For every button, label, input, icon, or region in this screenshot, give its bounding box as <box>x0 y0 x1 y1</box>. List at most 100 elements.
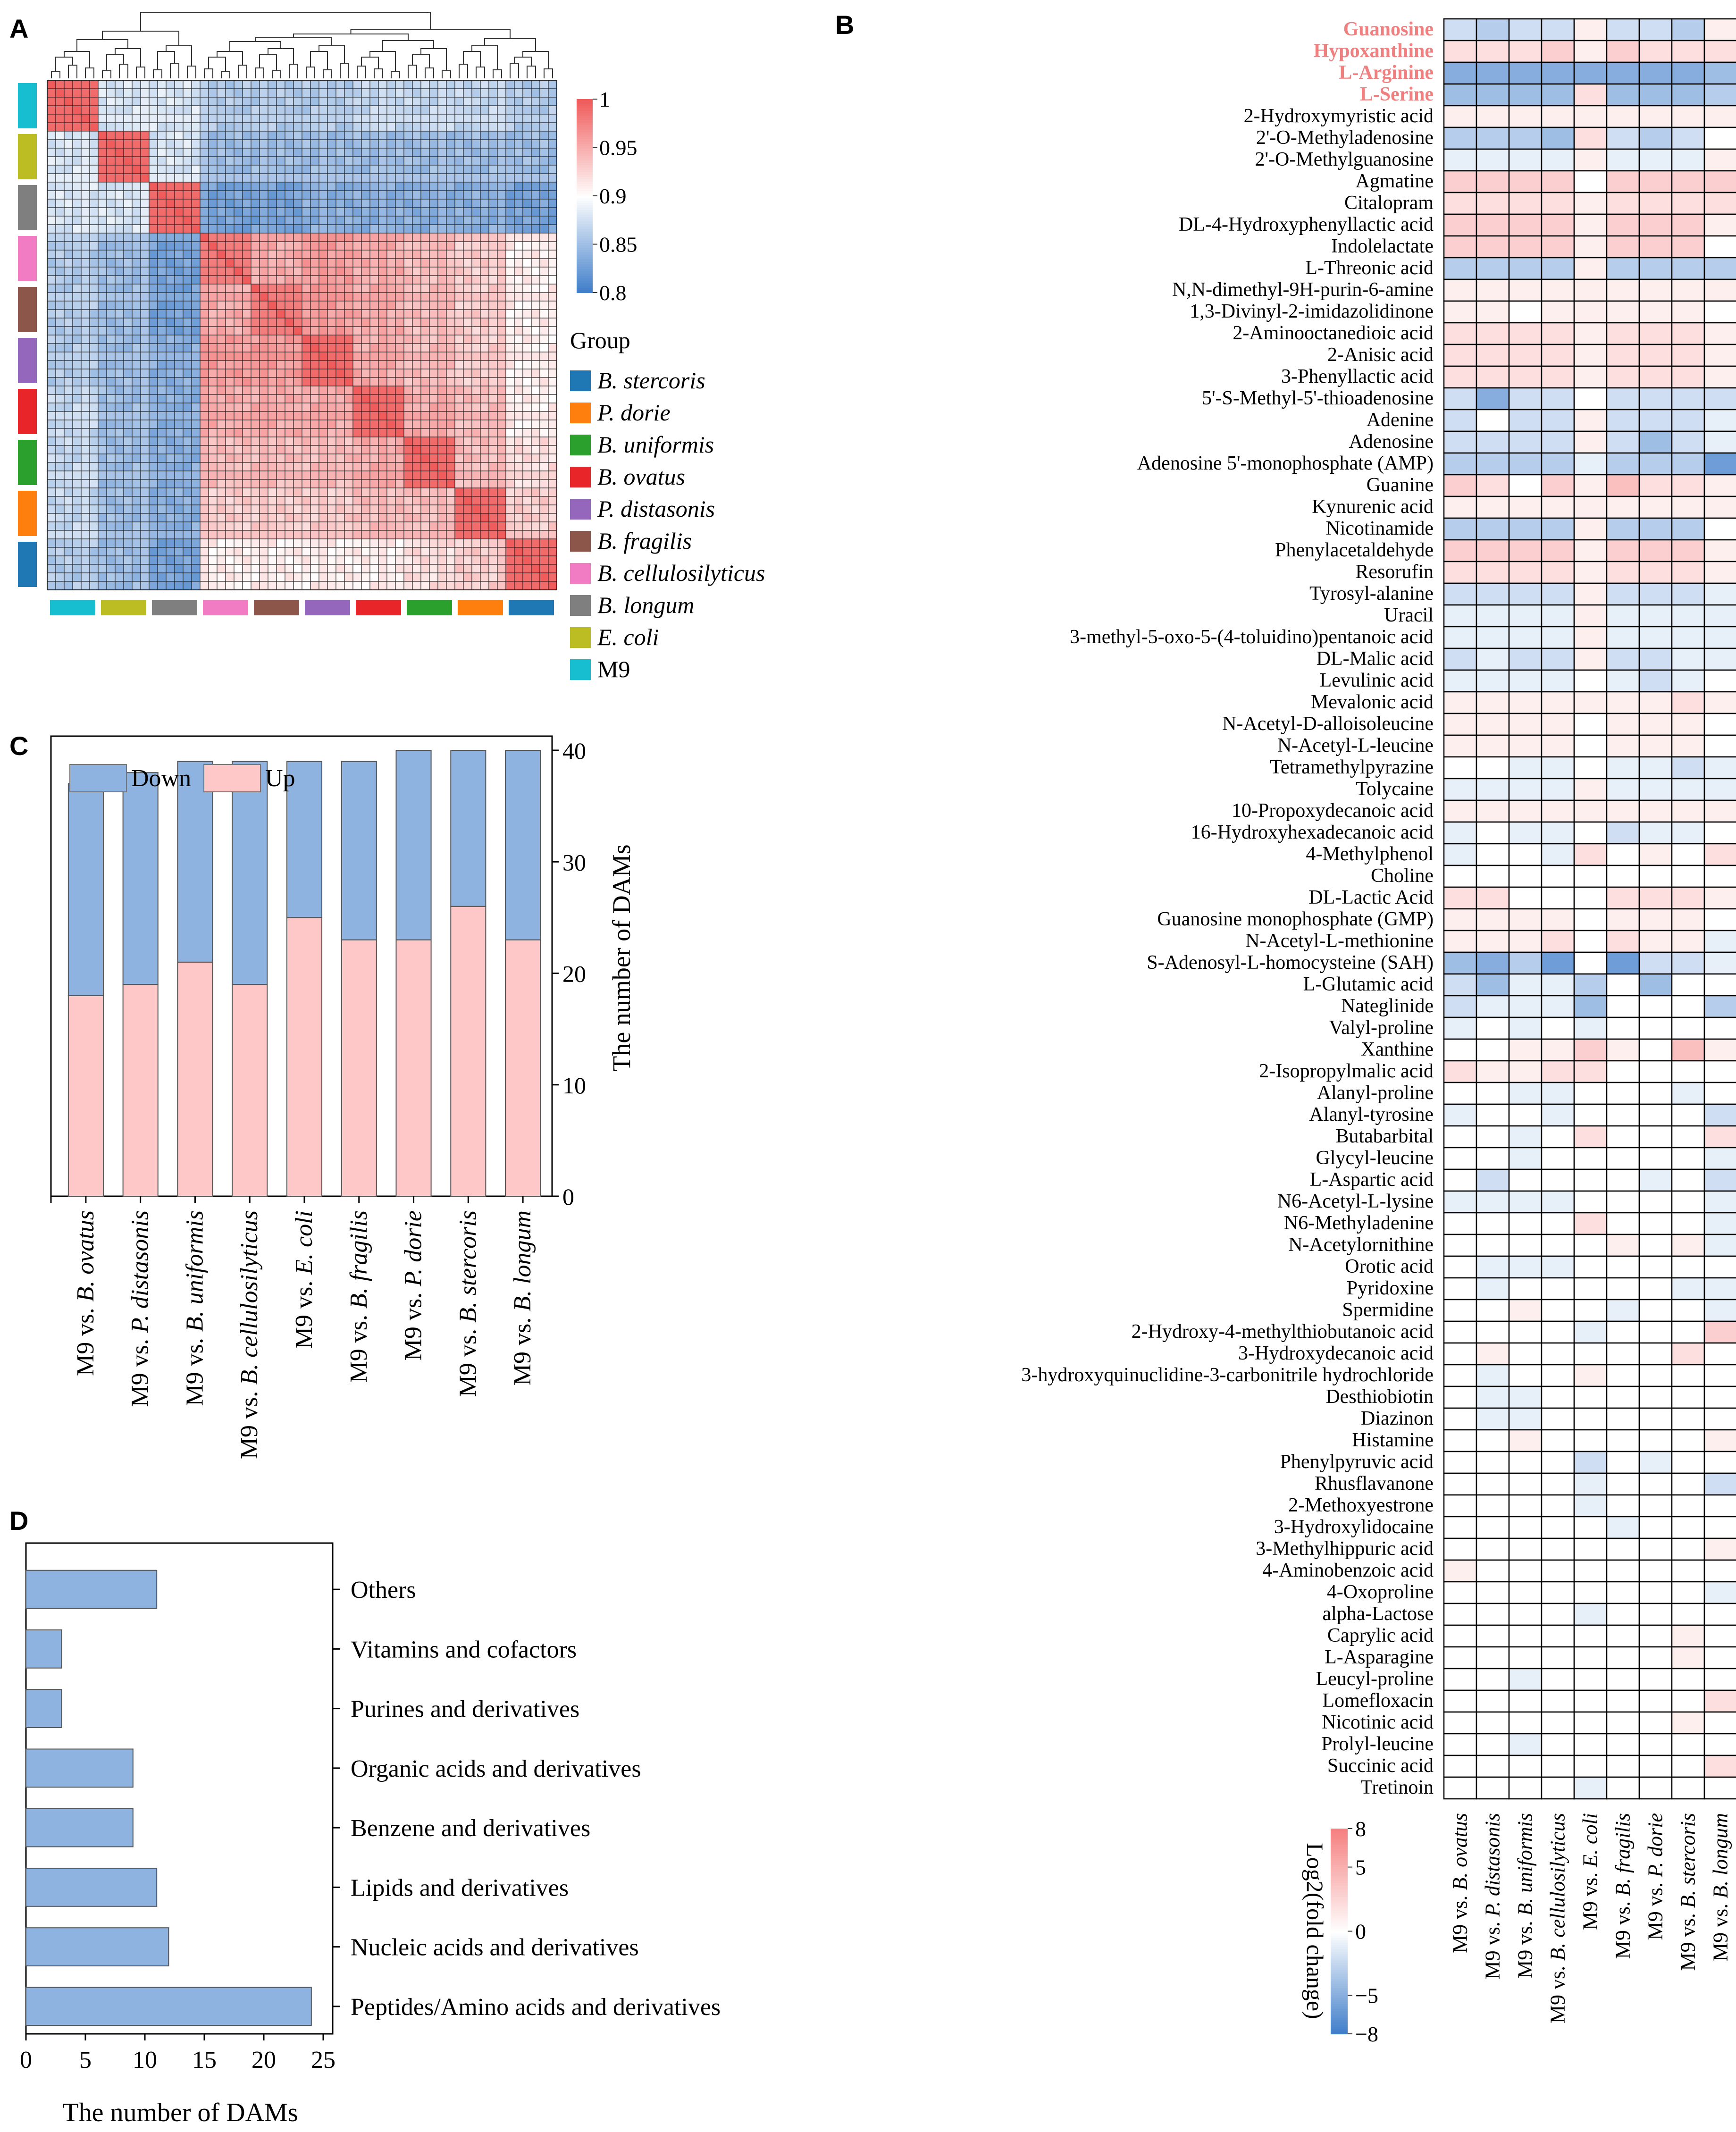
heatmap-cell <box>55 131 65 140</box>
heatmap-cell <box>64 267 73 276</box>
heatmap-cell <box>293 216 302 225</box>
heatmap-cell <box>140 453 150 463</box>
heatmap-cell <box>378 369 387 378</box>
heatmap-cell <box>293 190 302 200</box>
heatmap-cell <box>446 301 455 310</box>
heatmap-cell <box>454 343 464 353</box>
heatmap-cell <box>548 97 557 106</box>
row-group-annotation <box>18 389 37 434</box>
metabolite-label: 2-Methoxyestrone <box>1288 1494 1434 1516</box>
heatmap-cell <box>115 301 124 310</box>
heatmap-cell <box>302 547 311 556</box>
heatmap-cell <box>106 190 116 200</box>
heatmap-cell <box>352 487 362 497</box>
heatmap-cell <box>242 479 252 488</box>
heatmap-cell <box>531 572 540 582</box>
fold-change-cell <box>1606 1581 1640 1604</box>
fold-change-cell <box>1541 18 1575 42</box>
heatmap-cell <box>55 564 65 573</box>
fold-change-cell <box>1443 647 1477 671</box>
heatmap-cell <box>522 538 532 548</box>
heatmap-cell <box>98 318 107 327</box>
heatmap-cell <box>242 411 252 420</box>
heatmap-cell <box>302 360 311 369</box>
colorbar-segment <box>1331 2002 1348 2005</box>
heatmap-cell <box>361 250 370 259</box>
heatmap-cell <box>174 156 184 166</box>
heatmap-cell <box>55 581 65 590</box>
colorbar-segment <box>1331 1936 1348 1939</box>
heatmap-cell <box>242 114 252 123</box>
heatmap-cell <box>480 360 489 369</box>
heatmap-cell <box>335 513 345 522</box>
heatmap-cell <box>302 199 311 208</box>
heatmap-cell <box>200 360 209 369</box>
heatmap-cell <box>166 521 175 531</box>
heatmap-cell <box>335 564 345 573</box>
heatmap-cell <box>140 216 150 225</box>
heatmap-cell <box>140 360 150 369</box>
heatmap-cell <box>548 538 557 548</box>
label-species: B. uniformis <box>1514 1813 1537 1916</box>
heatmap-cell <box>174 216 184 225</box>
fold-change-cell <box>1671 126 1705 150</box>
heatmap-cell <box>225 394 235 403</box>
fold-change-cell <box>1541 278 1575 302</box>
colorbar-segment <box>1331 1851 1348 1855</box>
metabolite-label: Valyl-proline <box>1329 1017 1434 1039</box>
heatmap-cell <box>140 275 150 285</box>
fold-change-cell <box>1541 995 1575 1018</box>
heatmap-cell <box>276 173 285 183</box>
heatmap-cell <box>412 479 421 488</box>
heatmap-cell <box>149 386 158 395</box>
heatmap-cell <box>225 420 235 429</box>
heatmap-cell <box>89 360 99 369</box>
heatmap-cell <box>200 114 209 123</box>
heatmap-cell <box>327 386 336 395</box>
heatmap-cell <box>531 216 540 225</box>
heatmap-cell <box>310 97 319 106</box>
fold-change-cell <box>1508 865 1543 888</box>
heatmap-cell <box>497 301 506 310</box>
heatmap-cell <box>488 369 498 378</box>
fold-change-cell <box>1703 713 1736 736</box>
heatmap-cell <box>166 453 175 463</box>
fold-change-cell <box>1606 1385 1640 1409</box>
heatmap-cell <box>166 250 175 259</box>
heatmap-cell <box>72 538 82 548</box>
heatmap-cell <box>480 148 489 157</box>
heatmap-cell <box>412 105 421 115</box>
heatmap-cell <box>268 284 277 293</box>
heatmap-cell <box>505 403 515 412</box>
fold-change-cell <box>1573 517 1608 541</box>
heatmap-cell <box>98 547 107 556</box>
heatmap-cell <box>505 411 515 420</box>
heatmap-cell <box>225 292 235 302</box>
heatmap-cell <box>115 564 124 573</box>
heatmap-cell <box>208 352 218 361</box>
fold-change-cell <box>1671 1754 1705 1778</box>
heatmap-cell <box>217 564 226 573</box>
dendrogram-branch <box>442 70 451 78</box>
heatmap-cell <box>327 360 336 369</box>
dendrogram-branch <box>544 68 553 78</box>
heatmap-cell <box>259 377 268 386</box>
heatmap-cell <box>72 233 82 242</box>
heatmap-cell <box>81 504 90 514</box>
heatmap-cell <box>166 284 175 293</box>
heatmap-cell <box>310 343 319 353</box>
heatmap-cell <box>412 148 421 157</box>
heatmap-cell <box>276 530 285 539</box>
heatmap-cell <box>480 241 489 251</box>
heatmap-cell <box>55 258 65 268</box>
colorbar-segment <box>577 139 593 142</box>
heatmap-cell <box>395 335 404 344</box>
heatmap-cell <box>412 131 421 140</box>
dendrogram-branch <box>484 38 536 51</box>
heatmap-cell <box>522 190 532 200</box>
heatmap-cell <box>420 496 430 505</box>
heatmap-cell <box>437 572 447 582</box>
heatmap-cell <box>140 301 150 310</box>
heatmap-cell <box>378 105 387 115</box>
heatmap-cell <box>72 156 82 166</box>
